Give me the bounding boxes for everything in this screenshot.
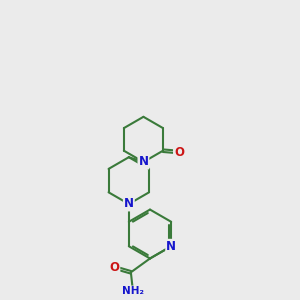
Text: N: N [166,240,176,253]
Text: NH₂: NH₂ [122,286,144,296]
Text: N: N [138,155,148,169]
Text: O: O [110,261,119,274]
Text: N: N [124,197,134,211]
Text: O: O [174,146,184,158]
